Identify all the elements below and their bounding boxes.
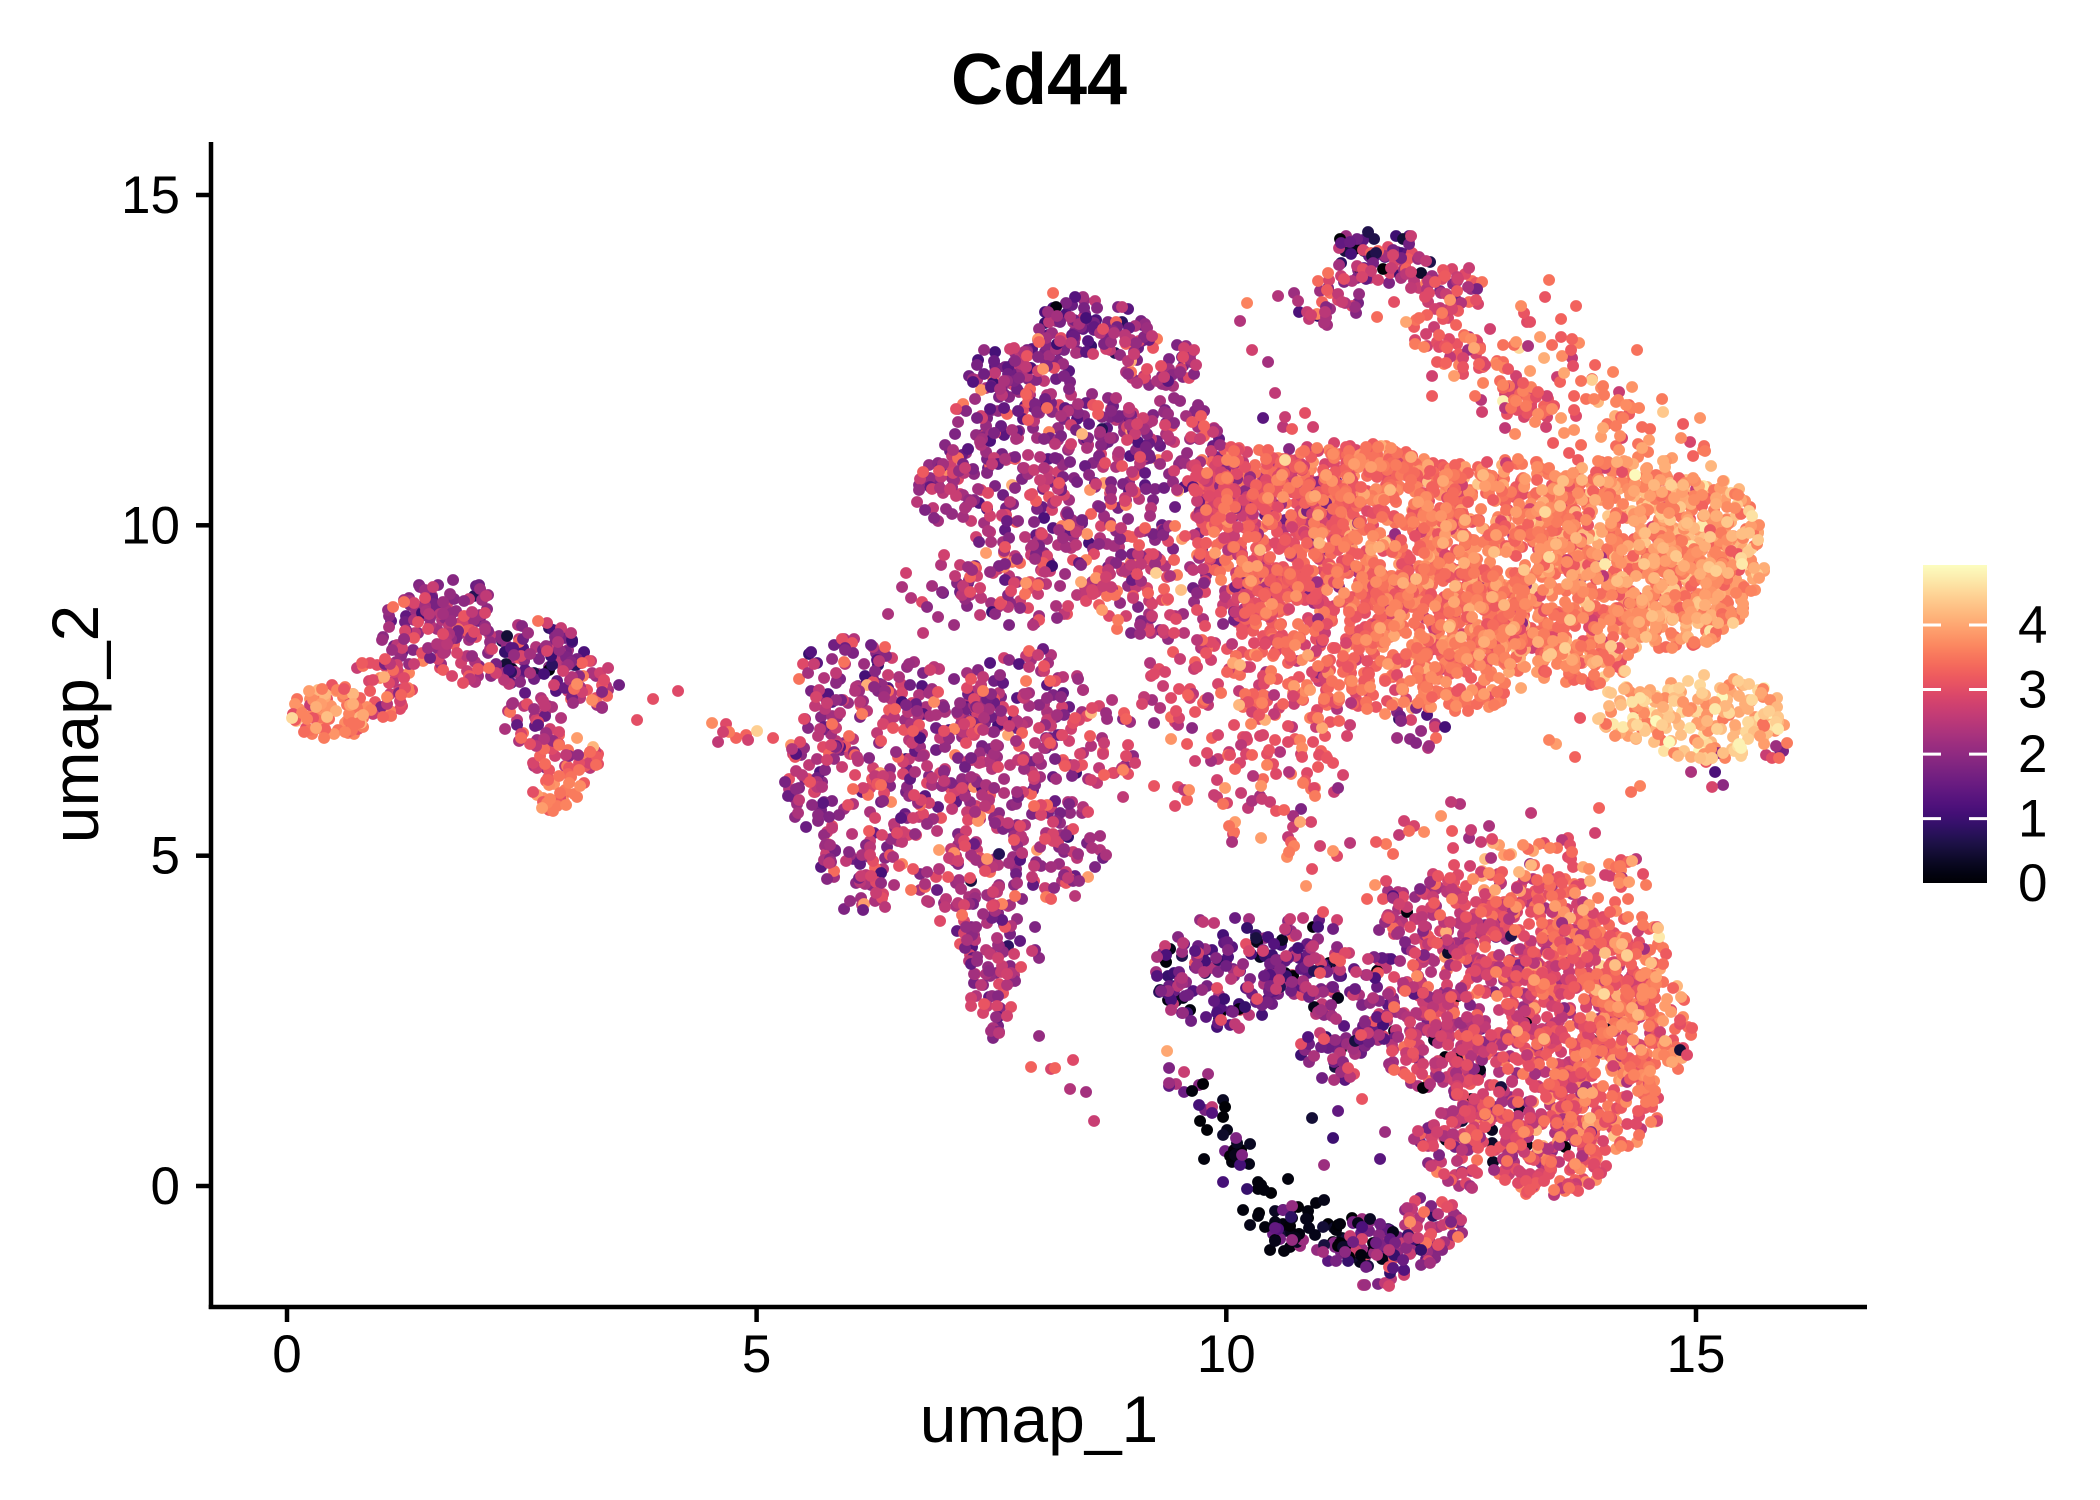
svg-text:5: 5 (742, 1325, 771, 1384)
svg-text:Cd44: Cd44 (951, 40, 1127, 120)
svg-text:0: 0 (151, 1157, 180, 1216)
svg-text:0: 0 (2018, 854, 2047, 913)
svg-text:4: 4 (2018, 596, 2047, 655)
svg-text:3: 3 (2018, 661, 2047, 720)
svg-text:15: 15 (121, 166, 180, 225)
svg-text:0: 0 (272, 1325, 301, 1384)
svg-text:5: 5 (151, 827, 180, 886)
svg-text:1: 1 (2018, 790, 2047, 849)
svg-text:15: 15 (1667, 1325, 1726, 1384)
svg-text:2: 2 (2018, 725, 2047, 784)
svg-text:10: 10 (121, 496, 180, 555)
svg-text:umap_2: umap_2 (38, 605, 112, 844)
svg-text:umap_1: umap_1 (920, 1382, 1159, 1456)
svg-text:10: 10 (1197, 1325, 1256, 1384)
